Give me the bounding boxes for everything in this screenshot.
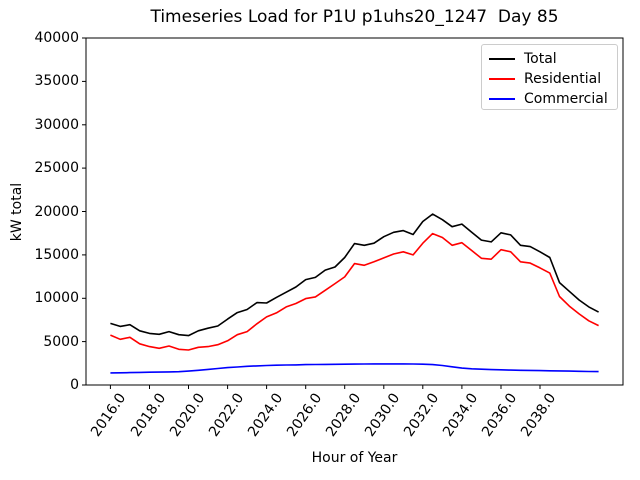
y-tick-label: 35000 [34,73,79,90]
legend-label: Residential [524,71,602,87]
legend-item-commercial: Commercial [489,89,617,109]
legend-item-total: Total [489,49,617,69]
y-tick-label: 0 [70,377,79,393]
y-tick-label: 10000 [34,290,79,307]
total-line-swatch [489,58,515,60]
y-tick-label: 5000 [43,333,79,350]
commercial-line-swatch [489,98,515,100]
legend-label: Total [524,51,557,67]
residential-line-swatch [489,78,515,80]
y-tick-label: 30000 [34,116,79,133]
y-tick-label: 25000 [34,160,79,177]
y-tick-label: 15000 [34,246,79,263]
chart-title: Timeseries Load for P1U p1uhs20_1247 Day… [150,7,559,27]
legend-item-residential: Residential [489,69,617,89]
y-tick-label: 40000 [34,30,79,46]
y-tick-label: 20000 [34,203,79,220]
legend-label: Commercial [524,91,608,107]
x-axis-label: Hour of Year [311,450,398,466]
legend: Total Residential Commercial [481,44,618,110]
